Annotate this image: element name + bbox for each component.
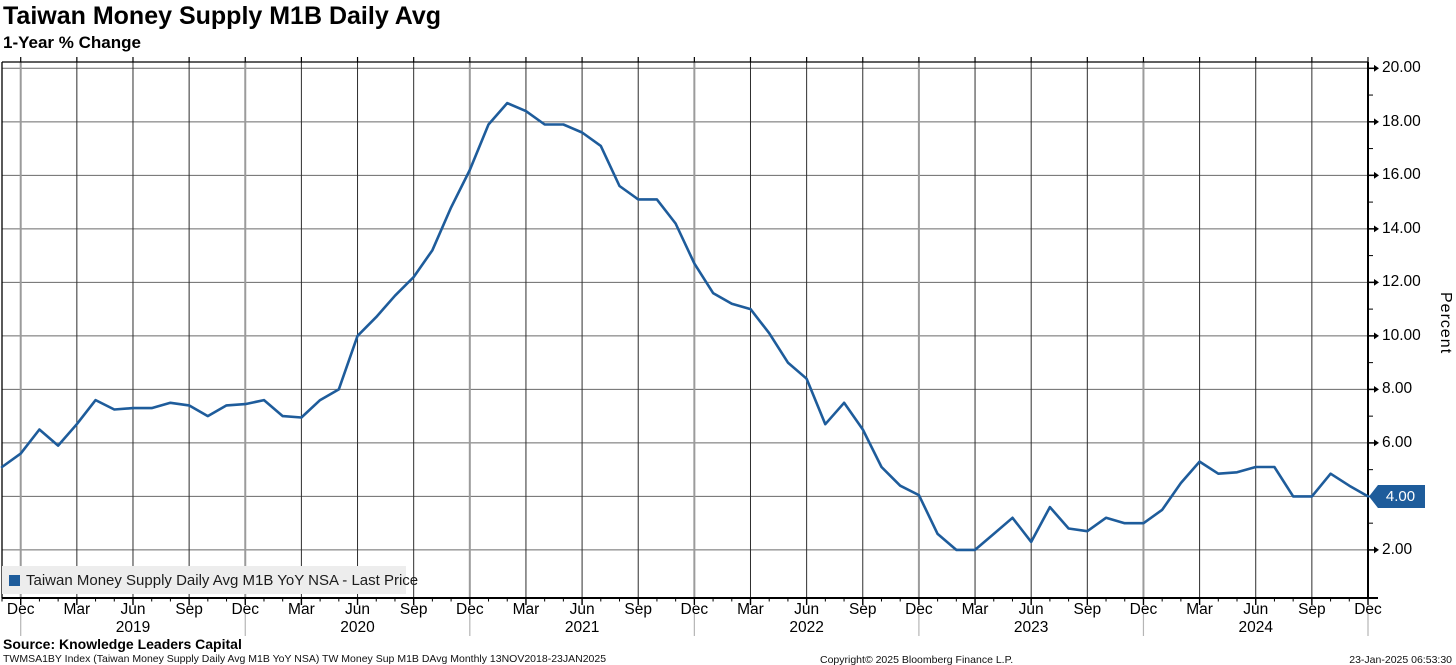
x-axis-tick-label: Dec: [6, 601, 35, 618]
x-axis-tick-label: Sep: [1298, 601, 1326, 618]
copyright-text: Copyright© 2025 Bloomberg Finance L.P.: [820, 654, 1014, 665]
y-axis-tick-label: 18.00: [1382, 112, 1421, 130]
x-axis-year-label: 2024: [1238, 619, 1273, 636]
x-axis-year-label: 2020: [340, 619, 375, 636]
ticker-description: TWMSA1BY Index (Taiwan Money Supply Dail…: [3, 653, 607, 665]
x-axis-tick-label: Mar: [288, 601, 315, 618]
x-axis-tick-label: Mar: [512, 601, 540, 618]
x-axis-tick-label: Dec: [680, 601, 709, 618]
x-axis-tick-label: Jun: [794, 601, 820, 618]
x-axis-year-label: 2019: [115, 619, 151, 636]
source-credit: Source: Knowledge Leaders Capital: [3, 636, 242, 652]
y-axis-tick-label: 16.00: [1382, 166, 1421, 184]
x-axis-year-label: 2021: [564, 619, 600, 636]
y-axis-title: Percent: [1437, 292, 1454, 355]
x-axis-tick-label: Dec: [905, 601, 933, 618]
y-axis-tick-label: 8.00: [1382, 380, 1413, 398]
legend: Taiwan Money Supply Daily Avg M1B YoY NS…: [2, 566, 418, 594]
data-line-series: [0, 101, 1370, 552]
x-axis-tick-label: Dec: [1354, 601, 1382, 618]
x-axis-year-label: 2022: [789, 619, 824, 636]
x-axis-tick-label: Jun: [569, 601, 595, 618]
y-axis-tick-arrow-icon: [1374, 118, 1379, 126]
x-axis-tick-label: Sep: [848, 601, 877, 618]
y-axis-tick-label: 6.00: [1382, 433, 1413, 451]
y-axis-tick-arrow-icon: [1374, 225, 1379, 233]
y-axis-tick-arrow-icon: [1374, 278, 1379, 286]
y-axis-tick-label: 14.00: [1382, 219, 1421, 237]
x-axis-tick-label: Jun: [1018, 601, 1044, 618]
y-axis-tick-label: 10.00: [1382, 326, 1421, 344]
x-axis-tick-label: Dec: [1129, 601, 1158, 618]
x-axis-tick-label: Sep: [399, 601, 428, 618]
x-axis-tick-label: Mar: [63, 601, 91, 618]
y-axis-tick-arrow-icon: [1374, 385, 1379, 393]
y-axis-tick-label: 12.00: [1382, 273, 1421, 291]
x-axis-tick-label: Mar: [737, 601, 764, 618]
x-axis-tick-label: Dec: [456, 601, 484, 618]
y-axis-tick-arrow-icon: [1374, 171, 1379, 179]
legend-series-marker-icon: [9, 574, 20, 586]
chart-subtitle: 1-Year % Change: [3, 33, 141, 52]
y-axis-tick-label: 2.00: [1382, 540, 1413, 558]
x-axis-tick-label: Jun: [120, 601, 146, 618]
x-axis-tick-label: Sep: [1073, 601, 1102, 618]
x-axis-tick-label: Dec: [231, 601, 260, 618]
y-axis-tick-arrow-icon: [1374, 64, 1379, 72]
x-axis-tick-label: Mar: [961, 601, 989, 618]
x-axis-tick-label: Jun: [345, 601, 371, 618]
x-axis-tick-label: Sep: [175, 601, 203, 618]
y-axis-tick-arrow-icon: [1374, 546, 1379, 554]
page-title: Taiwan Money Supply M1B Daily Avg: [3, 2, 442, 30]
y-axis-tick-arrow-icon: [1374, 439, 1379, 447]
x-axis-tick-label: Jun: [1243, 601, 1269, 618]
y-axis-tick-arrow-icon: [1374, 332, 1379, 340]
x-axis-year-label: 2023: [1013, 619, 1049, 636]
x-axis-tick-label: Mar: [1186, 601, 1213, 618]
timestamp-text: 23-Jan-2025 06:53:30: [1349, 654, 1452, 665]
x-axis-tick-label: Sep: [624, 601, 653, 618]
last-price-tag: 4.00: [1369, 485, 1425, 508]
y-axis-tick-label: 20.00: [1382, 59, 1421, 77]
legend-series-label: Taiwan Money Supply Daily Avg M1B YoY NS…: [26, 571, 419, 589]
